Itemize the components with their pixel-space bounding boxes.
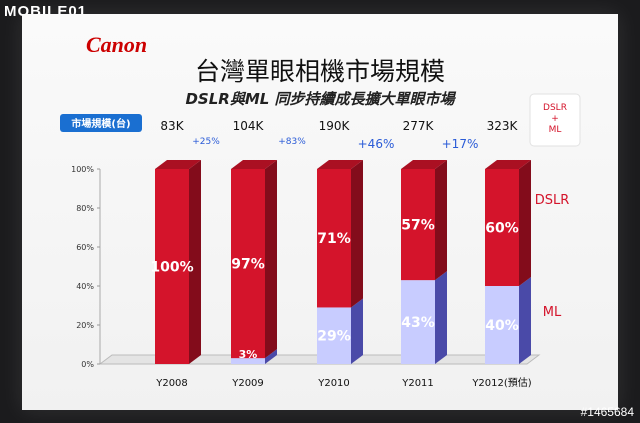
slide-title: 台灣單眼相機市場規模 xyxy=(195,57,445,86)
bar-dslr xyxy=(231,169,265,359)
total-label: 277K xyxy=(403,119,435,133)
bar-ml xyxy=(231,358,265,364)
bar-dslr xyxy=(317,169,351,308)
y-tick-label: 60% xyxy=(76,243,94,252)
data-label-ml: 29% xyxy=(317,329,351,345)
data-label-dslr: 100% xyxy=(150,260,193,276)
x-tick-label: Y2011 xyxy=(401,378,434,389)
y-tick-label: 40% xyxy=(76,282,94,291)
data-label-ml: 43% xyxy=(401,315,435,331)
bar-dslr-top xyxy=(401,160,447,169)
legend-box xyxy=(529,93,581,147)
growth-label: +25% xyxy=(192,137,220,147)
bar-ml xyxy=(485,286,519,364)
bar-dslr-side xyxy=(265,160,277,359)
x-tick-label: Y2010 xyxy=(317,378,350,389)
bar-dslr-side xyxy=(351,160,363,308)
market-size-chart: Canon 台灣單眼相機市場規模 DSLR與ML 同步持續成長擴大單眼市場 市場… xyxy=(60,32,581,389)
bar-dslr-side xyxy=(189,160,201,364)
x-tick-label: Y2008 xyxy=(155,378,188,389)
legend-label-ml: ML xyxy=(543,305,562,320)
data-label-ml: 40% xyxy=(485,318,519,334)
bar-dslr xyxy=(155,169,189,364)
growth-label: +17% xyxy=(442,137,479,151)
bar-ml-side xyxy=(435,271,447,364)
total-label: 83K xyxy=(160,119,184,133)
bar-dslr-side xyxy=(519,160,531,286)
data-label-ml: 3% xyxy=(239,348,258,361)
bar-dslr-top xyxy=(155,160,201,169)
market-size-badge-label: 市場規模(台) xyxy=(71,117,130,130)
total-label: 190K xyxy=(319,119,351,133)
data-label-dslr: 71% xyxy=(317,231,351,247)
bar-dslr-top xyxy=(485,160,531,169)
legend-label-dslr: DSLR xyxy=(535,193,570,208)
bar-ml-side xyxy=(265,349,277,364)
data-label-dslr: 60% xyxy=(485,221,519,237)
y-tick-label: 80% xyxy=(76,204,94,213)
x-tick-label: Y2009 xyxy=(231,378,264,389)
data-label-dslr: 57% xyxy=(401,218,435,234)
bar-ml xyxy=(317,307,351,364)
bar-dslr-side xyxy=(435,160,447,281)
plot-area: 0% 20% 40% 60% 80% 100% 100% Y2008 83K 97% 3% Y2009… xyxy=(71,119,569,389)
total-label: 104K xyxy=(233,119,265,133)
y-tick-label: 100% xyxy=(71,165,94,174)
canon-logo: Canon xyxy=(86,32,147,57)
market-size-badge xyxy=(60,114,142,132)
legend-box-line1: DSLR xyxy=(543,103,567,113)
y-tick-label: 0% xyxy=(81,360,94,369)
legend-box-line3: ML xyxy=(549,125,562,135)
growth-label: +46% xyxy=(358,137,395,151)
bar-dslr xyxy=(485,169,519,286)
bar-ml-side xyxy=(519,277,531,364)
legend-box-line2: + xyxy=(551,114,559,124)
total-label: 323K xyxy=(487,119,519,133)
y-tick-label: 20% xyxy=(76,321,94,330)
growth-label: +83% xyxy=(278,137,306,147)
watermark-photo-id: #1465684 xyxy=(580,405,634,419)
x-tick-label: Y2012(預估) xyxy=(471,376,531,389)
slide-subtitle: DSLR與ML 同步持續成長擴大單眼市場 xyxy=(185,90,456,108)
bar-ml-side xyxy=(351,298,363,364)
data-label-dslr: 97% xyxy=(231,257,265,273)
bar-dslr-top xyxy=(231,160,277,169)
presentation-slide: Canon 台灣單眼相機市場規模 DSLR與ML 同步持續成長擴大單眼市場 市場… xyxy=(22,14,618,410)
bar-dslr xyxy=(401,169,435,281)
bar-dslr-top xyxy=(317,160,363,169)
bar-ml xyxy=(401,280,435,364)
